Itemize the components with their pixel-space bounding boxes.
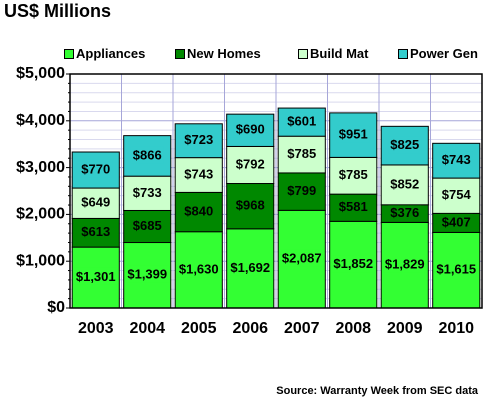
data-label: $1,852 — [333, 256, 373, 271]
data-label: $649 — [81, 195, 110, 210]
data-label: $792 — [236, 156, 265, 171]
data-label: $407 — [442, 214, 471, 229]
data-label: $2,087 — [282, 251, 322, 266]
data-label: $1,829 — [385, 257, 425, 272]
data-label: $951 — [339, 127, 368, 142]
data-label-background — [182, 131, 216, 149]
data-label-background — [130, 146, 164, 164]
x-tick-label: 2009 — [387, 320, 423, 337]
x-tick-label: 2006 — [232, 320, 268, 337]
data-label-background — [79, 160, 113, 178]
data-label: $866 — [133, 147, 162, 162]
data-label-background — [285, 112, 319, 130]
data-label: $968 — [236, 198, 265, 213]
data-label-background — [388, 175, 422, 193]
data-label: $601 — [287, 114, 316, 129]
data-label: $754 — [442, 187, 472, 202]
x-tick-label: 2007 — [284, 320, 320, 337]
data-label: $685 — [133, 218, 162, 233]
data-label: $825 — [390, 137, 419, 152]
data-label: $840 — [184, 203, 213, 218]
data-label-background — [388, 204, 422, 222]
plot-frame — [69, 73, 483, 309]
data-label: $1,692 — [230, 260, 270, 275]
legend-swatch-appliances — [64, 49, 74, 59]
data-label-background — [279, 249, 324, 267]
legend-label-appliances: Appliances — [76, 46, 146, 61]
y-tick-label: $4,000 — [16, 112, 65, 129]
legend-label-power-gen: Power Gen — [410, 46, 478, 61]
data-label-background — [439, 186, 474, 204]
x-tick-label: 2010 — [438, 320, 474, 337]
data-label: $1,615 — [436, 262, 476, 277]
data-label: $785 — [287, 146, 316, 161]
legend-swatch-build-mat — [298, 49, 308, 59]
x-tick-label: 2004 — [129, 320, 165, 337]
x-tick-label: 2003 — [78, 320, 114, 337]
data-label-background — [336, 198, 370, 216]
data-label: $581 — [339, 199, 368, 214]
y-tick-label: $2,000 — [16, 206, 65, 223]
data-label-background — [182, 165, 216, 183]
data-label-background — [439, 213, 473, 231]
data-label: $613 — [81, 224, 110, 239]
data-label-background — [285, 182, 319, 200]
data-label-background — [130, 183, 164, 201]
data-label-background — [439, 151, 473, 169]
data-label-background — [182, 202, 216, 220]
data-label: $785 — [339, 167, 368, 182]
data-label-background — [79, 223, 113, 241]
data-label-background — [285, 145, 319, 163]
data-label: $733 — [133, 185, 162, 200]
source-note: Source: Warranty Week from SEC data — [276, 385, 478, 397]
data-label: $723 — [184, 132, 213, 147]
data-label-background — [382, 255, 427, 273]
x-tick-label: 2005 — [181, 320, 217, 337]
data-label-background — [331, 255, 376, 273]
data-label-background — [130, 216, 164, 234]
data-label: $376 — [390, 205, 419, 220]
y-tick-label: $1,000 — [16, 252, 65, 269]
data-label: $1,301 — [76, 269, 116, 284]
data-label-background — [388, 136, 422, 154]
data-label-background — [228, 258, 273, 276]
data-label: $690 — [236, 122, 265, 137]
data-label: $1,630 — [179, 261, 219, 276]
data-label: $1,399 — [127, 267, 167, 282]
legend-label-new-homes: New Homes — [187, 46, 261, 61]
x-tick-label: 2008 — [335, 320, 371, 337]
data-label-background — [233, 155, 267, 173]
data-label: $852 — [390, 176, 419, 191]
y-tick-label: $5,000 — [16, 65, 65, 82]
data-label-background — [233, 120, 267, 138]
legend-swatch-power-gen — [398, 49, 408, 59]
data-label-background — [336, 166, 370, 184]
data-label: $743 — [442, 152, 471, 167]
legend-label-build-mat: Build Mat — [310, 46, 369, 61]
data-label: $743 — [184, 166, 213, 181]
data-label: $770 — [81, 161, 110, 176]
data-label-background — [125, 265, 170, 283]
data-label: $799 — [287, 183, 316, 198]
y-tick-label: $0 — [47, 299, 65, 316]
data-label-background — [79, 193, 113, 211]
y-tick-label: $3,000 — [16, 159, 65, 176]
data-label-background — [233, 196, 267, 214]
data-label-background — [73, 267, 118, 285]
data-label-background — [336, 125, 370, 143]
page-title: US$ Millions — [4, 1, 112, 21]
legend-swatch-new-homes — [175, 49, 185, 59]
data-label-background — [434, 260, 479, 278]
data-label-background — [176, 260, 221, 278]
